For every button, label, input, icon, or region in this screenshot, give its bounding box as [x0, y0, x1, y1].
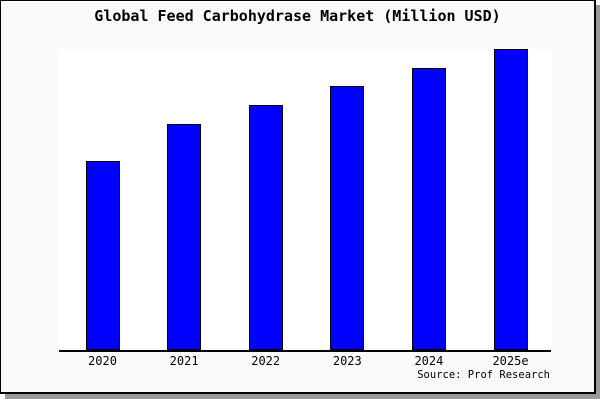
x-tick-label-2025e: 2025e	[492, 354, 529, 368]
chart-title: Global Feed Carbohydrase Market (Million…	[94, 7, 501, 25]
x-tick-label-2022: 2022	[251, 354, 281, 368]
plot-area	[59, 49, 552, 350]
bar-2021	[167, 124, 202, 350]
bar-2024	[411, 68, 446, 350]
x-tick-label-2023: 2023	[332, 354, 362, 368]
x-tick-label-2021: 2021	[169, 354, 199, 368]
bar-2023	[330, 86, 365, 350]
bar-2020	[85, 161, 120, 350]
x-axis-line	[59, 350, 551, 352]
source-credit: Source: Prof Research	[417, 369, 550, 381]
x-tick-label-2024: 2024	[414, 354, 444, 368]
bar-2025e	[493, 49, 528, 350]
chart-frame: Global Feed Carbohydrase Market (Million…	[0, 0, 596, 394]
bar-2022	[248, 105, 283, 350]
x-tick-label-2020: 2020	[88, 354, 117, 368]
